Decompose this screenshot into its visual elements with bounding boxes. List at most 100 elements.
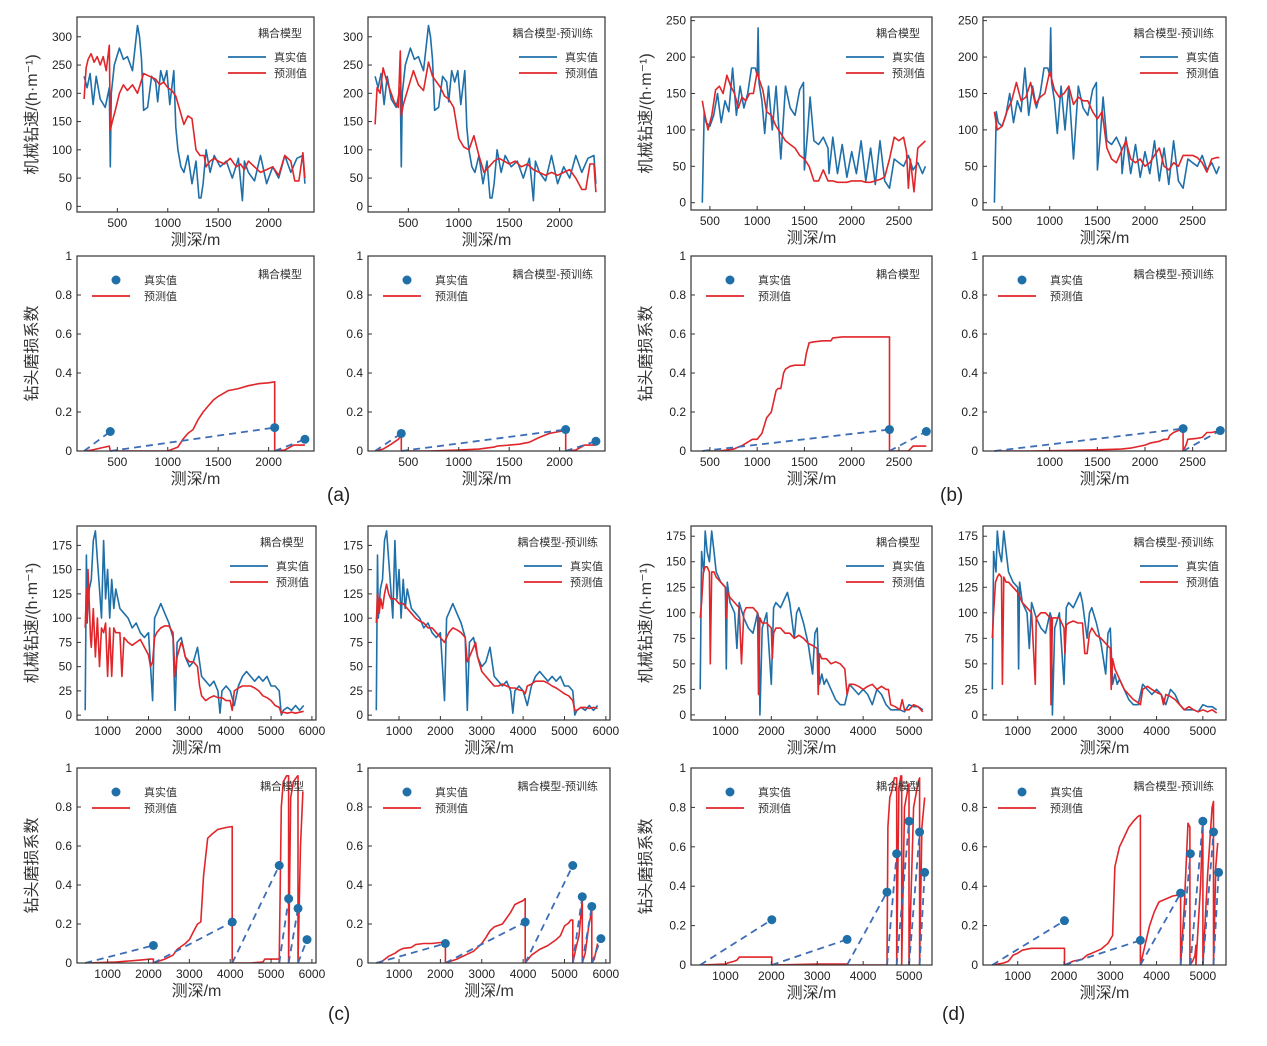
y-tick-label: 0 [65, 956, 72, 970]
actual-trend-dashed-line [152, 921, 233, 964]
y-tick-label: 0.8 [346, 288, 363, 302]
actual-point [440, 939, 450, 948]
chart-b-wear-pretrained: 1000 1500 2000 2500 0 0.2 0.4 0.6 0.8 1 测深/m 耦合模型-预… [961, 249, 1227, 488]
legend-predicted-label: 预测值 [1186, 67, 1219, 80]
legend-actual-label: 真实值 [892, 559, 925, 573]
x-tick-label: 2000 [1051, 969, 1078, 983]
predicted-line [374, 50, 597, 193]
actual-point [302, 935, 312, 945]
plot-frame [690, 525, 933, 721]
actual-trend-dashed-line [401, 428, 566, 452]
actual-trend-dashed-line [702, 428, 890, 452]
x-tick-label: 3000 [1097, 969, 1124, 983]
actual-point [105, 427, 115, 436]
plot-frame [76, 525, 317, 721]
y-tick-label: 0.8 [961, 800, 978, 814]
y-axis-label: 钻头磨损系数 [637, 818, 655, 914]
actual-trend-dashed-line [590, 938, 602, 964]
y-tick-label: 0.6 [346, 327, 363, 341]
model-annotation: 耦合模型-预训练 [517, 535, 598, 549]
legend-actual-label: 真实值 [758, 785, 791, 799]
x-tick-label: 6000 [593, 967, 620, 981]
actual-point [915, 827, 925, 837]
y-tick-label: 0 [356, 199, 363, 213]
legend-actual-marker [1017, 787, 1027, 797]
actual-point [904, 816, 914, 826]
actual-line [991, 530, 1218, 716]
panel-label-c: (c) [328, 1004, 351, 1025]
x-tick-label: 2000 [1132, 455, 1159, 469]
legend-predicted-label: 预测值 [758, 802, 791, 815]
plot-frame [367, 767, 611, 964]
plot-frame [690, 16, 933, 211]
y-tick-label: 25 [350, 684, 364, 698]
y-tick-label: 150 [958, 555, 978, 569]
actual-point [568, 861, 578, 870]
chart-d-wear-pretrained: 1000 2000 3000 4000 5000 0 0.2 0.4 0.6 0.8 1 测深/m 耦合… [961, 761, 1227, 1002]
chart-a-wear-pretrained: 500 1000 1500 2000 0 0.2 0.4 0.6 0.8 1 测深/m 耦合模型-预训… [346, 249, 606, 488]
actual-trend-dashed-line [699, 918, 773, 966]
y-tick-label: 0.2 [961, 405, 978, 419]
x-tick-label: 3000 [468, 967, 495, 981]
legend-predicted-label: 预测值 [1050, 290, 1083, 303]
y-tick-label: 50 [965, 159, 979, 173]
y-tick-label: 200 [343, 86, 363, 100]
legend-actual-marker [402, 275, 412, 285]
legend-actual-label: 真实值 [1186, 559, 1219, 573]
legend-actual-marker [111, 275, 121, 285]
predicted-line [83, 44, 306, 182]
y-tick-label: 100 [343, 143, 363, 157]
y-tick-label: 0.6 [55, 839, 72, 853]
chart-d-wear-coupled: 1000 2000 3000 4000 5000 0 0.2 0.4 0.6 0.8 1 测深/m 钻头… [637, 761, 933, 1002]
x-axis-label: 测深/m [787, 739, 837, 757]
chart-b-rop-pretrained: 500 1000 1500 2000 2500 0 50 100 150 200 250 测深/m 耦合… [958, 14, 1227, 247]
y-tick-label: 0.2 [669, 919, 686, 933]
actual-point [270, 423, 280, 433]
y-tick-label: 100 [958, 123, 978, 137]
legend-actual-marker [725, 275, 735, 285]
x-axis-label: 测深/m [1080, 739, 1130, 757]
x-axis-label: 测深/m [464, 739, 514, 757]
x-tick-label: 1000 [744, 214, 771, 228]
x-tick-label: 4000 [1143, 724, 1170, 738]
legend-actual-label: 真实值 [276, 559, 309, 573]
actual-point [577, 892, 587, 902]
x-tick-label: 2000 [135, 967, 162, 981]
actual-point [520, 917, 530, 927]
y-tick-label: 0.4 [669, 366, 686, 380]
y-tick-label: 150 [343, 115, 363, 129]
x-tick-label: 1000 [445, 216, 472, 230]
x-axis-label: 测深/m [787, 229, 837, 247]
actual-trend-dashed-line [1189, 821, 1204, 966]
x-tick-label: 5000 [551, 967, 578, 981]
actual-trend-dashed-line [771, 938, 848, 966]
x-tick-label: 1500 [496, 455, 523, 469]
y-tick-label: 0.4 [961, 879, 978, 893]
actual-point [1185, 849, 1195, 859]
y-tick-label: 0.4 [346, 366, 363, 380]
y-axis-label: 机械钻速/(h·m⁻¹) [637, 53, 655, 173]
y-tick-label: 0.6 [669, 327, 686, 341]
actual-point [396, 428, 406, 438]
plot-frame [690, 767, 933, 966]
x-tick-label: 1000 [744, 455, 771, 469]
model-annotation: 耦合模型 [258, 267, 302, 281]
x-axis-label: 测深/m [1080, 470, 1130, 488]
plot-frame [982, 525, 1227, 721]
x-tick-label: 1500 [205, 455, 232, 469]
predicted-line [699, 566, 924, 713]
actual-trend-dashed-line [908, 831, 921, 966]
x-tick-label: 1500 [205, 216, 232, 230]
y-tick-label: 0 [356, 708, 363, 722]
x-tick-label: 1500 [1084, 214, 1111, 228]
y-tick-label: 75 [350, 635, 364, 649]
y-tick-label: 300 [52, 30, 72, 44]
x-tick-label: 500 [107, 216, 127, 230]
plot-frame [76, 767, 317, 964]
x-tick-label: 3000 [804, 969, 831, 983]
x-tick-label: 4000 [510, 724, 537, 738]
predicted-line [993, 70, 1220, 173]
y-tick-label: 1 [65, 249, 72, 263]
legend-actual-label: 真实值 [144, 785, 177, 799]
chart-b-rop-coupled: 500 1000 1500 2000 2500 0 50 100 150 200 250 测深/m 机械… [637, 14, 933, 247]
